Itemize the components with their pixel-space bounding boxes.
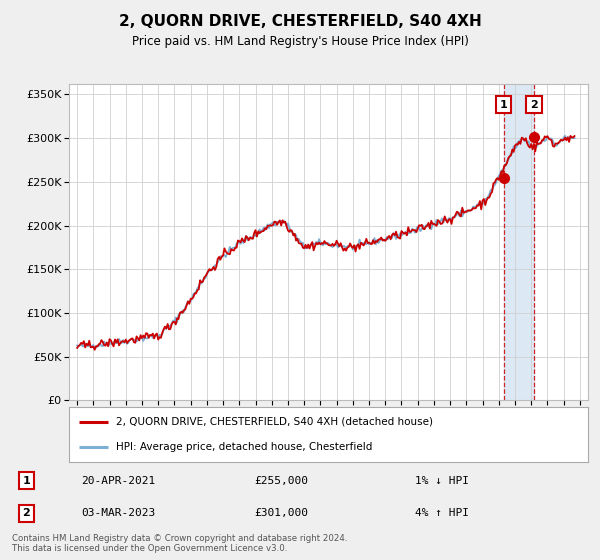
Text: 1: 1 [23, 475, 30, 486]
Bar [503, 84, 534, 400]
Text: 2, QUORN DRIVE, CHESTERFIELD, S40 4XH: 2, QUORN DRIVE, CHESTERFIELD, S40 4XH [119, 14, 481, 29]
Text: Price paid vs. HM Land Registry's House Price Index (HPI): Price paid vs. HM Land Registry's House … [131, 35, 469, 48]
Text: 1: 1 [500, 100, 508, 110]
Text: 03-MAR-2023: 03-MAR-2023 [81, 508, 155, 519]
Text: 2: 2 [23, 508, 30, 519]
Text: 2, QUORN DRIVE, CHESTERFIELD, S40 4XH (detached house): 2, QUORN DRIVE, CHESTERFIELD, S40 4XH (d… [116, 417, 433, 427]
Text: 4% ↑ HPI: 4% ↑ HPI [415, 508, 469, 519]
Text: £255,000: £255,000 [254, 475, 308, 486]
Text: Contains HM Land Registry data © Crown copyright and database right 2024.
This d: Contains HM Land Registry data © Crown c… [12, 534, 347, 553]
Text: HPI: Average price, detached house, Chesterfield: HPI: Average price, detached house, Ches… [116, 442, 372, 452]
Text: £301,000: £301,000 [254, 508, 308, 519]
Text: 2: 2 [530, 100, 538, 110]
Text: 20-APR-2021: 20-APR-2021 [81, 475, 155, 486]
Text: 1% ↓ HPI: 1% ↓ HPI [415, 475, 469, 486]
